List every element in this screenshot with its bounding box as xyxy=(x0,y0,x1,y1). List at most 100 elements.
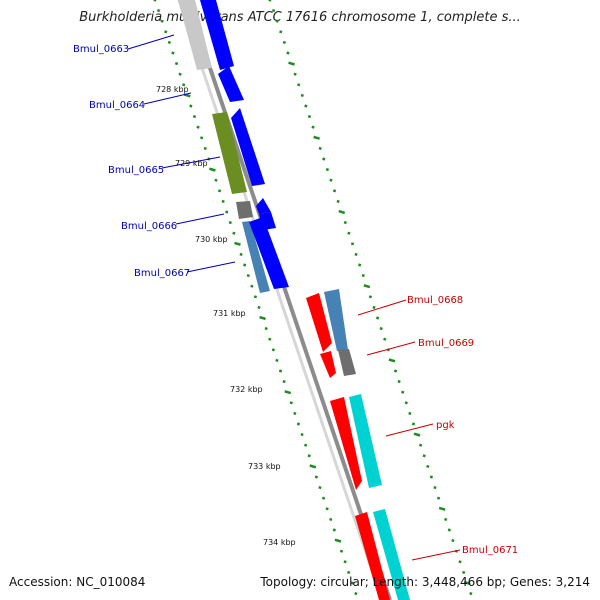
gene-label-left[interactable]: Bmul_0663 xyxy=(73,44,129,55)
scale-tick xyxy=(329,517,333,521)
gene-bmul-0663-outer-feature[interactable] xyxy=(178,0,212,70)
scale-tick xyxy=(228,221,232,225)
scale-tick xyxy=(259,315,266,321)
gene-label-right[interactable]: Bmul_0671 xyxy=(462,545,518,556)
scale-tick xyxy=(411,422,416,426)
scale-tick xyxy=(372,305,376,309)
scale-tick xyxy=(221,199,225,203)
gene-bmul-0667-outer-feature[interactable] xyxy=(242,221,270,293)
gene-bmul-0668-arrow[interactable] xyxy=(306,293,332,352)
scale-tick xyxy=(282,380,286,384)
scale-tick xyxy=(361,274,365,278)
scale-tick xyxy=(304,443,308,447)
gene-bmul-0669-arrow[interactable] xyxy=(320,351,336,378)
scale-tick xyxy=(379,327,383,331)
scale-tick xyxy=(451,539,455,543)
scale-tick xyxy=(164,30,168,34)
scale-tick xyxy=(318,146,322,150)
gene-label-left[interactable]: Bmul_0664 xyxy=(89,100,145,111)
gene-pgk-arrow[interactable] xyxy=(330,397,362,490)
scale-tick xyxy=(438,506,446,511)
scale-tick xyxy=(253,295,258,299)
scale-tick xyxy=(358,263,362,267)
scale-tick xyxy=(178,72,182,76)
scale-tick xyxy=(458,560,462,564)
scale-tick xyxy=(156,9,161,13)
scale-tick xyxy=(234,241,241,246)
gene-pgk-outer-feature[interactable] xyxy=(349,394,382,488)
scale-tick xyxy=(297,83,301,87)
scale-tick xyxy=(225,210,229,214)
gene-bmul-0665-outer-feature[interactable] xyxy=(212,112,247,194)
scale-tick xyxy=(214,178,218,182)
scale-tick xyxy=(322,157,326,161)
gene-label-left[interactable]: Bmul_0665 xyxy=(108,165,164,176)
scale-tick xyxy=(334,538,342,543)
scale-tick xyxy=(264,327,268,331)
scale-tick xyxy=(338,209,346,215)
kbp-label: 728 kbp xyxy=(156,85,189,94)
scale-tick xyxy=(171,51,175,55)
gene-bmul-0671-arrow[interactable] xyxy=(355,512,390,600)
kbp-label: 733 kbp xyxy=(248,462,281,471)
scale-tick xyxy=(329,178,333,182)
scale-tick xyxy=(339,549,344,553)
gene-bmul-0667-arrow-upper[interactable] xyxy=(259,212,276,230)
scale-tick xyxy=(200,136,204,140)
right-label-leaders xyxy=(357,299,461,561)
scale-tick xyxy=(304,104,308,108)
gene-label-right[interactable]: pgk xyxy=(436,420,455,431)
scale-tick xyxy=(397,380,401,384)
gene-bmul-0665-arrow[interactable] xyxy=(231,108,265,186)
scale-tick xyxy=(275,358,279,362)
scale-tick xyxy=(343,221,347,225)
scale-tick xyxy=(167,40,171,44)
gene-label-left[interactable]: Bmul_0666 xyxy=(121,221,177,232)
scale-tick xyxy=(209,167,216,172)
scale-tick xyxy=(232,231,236,235)
scale-tick xyxy=(332,528,336,532)
left-tick-track xyxy=(153,0,358,596)
scale-tick xyxy=(196,125,200,129)
gene-label-left[interactable]: Bmul_0667 xyxy=(134,268,190,279)
scale-tick xyxy=(271,9,276,13)
scale-tick xyxy=(271,348,275,352)
summary-text: Topology: circular; Length: 3,448,466 bp… xyxy=(260,575,590,589)
scale-tick xyxy=(332,189,337,193)
scale-tick xyxy=(300,93,304,97)
scale-tick xyxy=(203,146,207,150)
gene-bmul-0669-outer-feature[interactable] xyxy=(338,349,356,376)
scale-tick xyxy=(347,231,351,235)
right-tick-track xyxy=(268,0,473,596)
scale-tick xyxy=(325,507,329,511)
gene-bmul-0666-arrow[interactable] xyxy=(256,198,271,214)
scale-tick xyxy=(250,284,254,288)
scale-tick xyxy=(174,62,179,66)
scale-tick xyxy=(354,252,358,256)
scale-tick xyxy=(383,337,387,341)
scale-tick xyxy=(462,570,466,574)
scale-tick xyxy=(408,411,412,415)
gene-bmul-0666-outer-feature[interactable] xyxy=(236,201,253,219)
scale-tick xyxy=(436,496,441,500)
scale-tick xyxy=(311,125,315,129)
scale-tick xyxy=(189,104,193,108)
accession-text: Accession: NC_010084 xyxy=(9,575,146,589)
scale-tick xyxy=(426,464,430,468)
gene-bmul-0667-arrow[interactable] xyxy=(249,217,289,289)
gene-label-right[interactable]: Bmul_0669 xyxy=(418,338,474,349)
scale-tick xyxy=(401,390,405,394)
scale-tick xyxy=(278,369,283,373)
scale-tick xyxy=(284,390,292,395)
scale-tick xyxy=(217,189,222,193)
scale-tick xyxy=(288,61,295,66)
scale-tick xyxy=(296,422,301,426)
gene-bmul-0663-arrow[interactable] xyxy=(200,0,234,70)
scale-tick xyxy=(343,560,347,564)
gene-bmul-0664-arrow[interactable] xyxy=(218,66,244,102)
gene-label-right[interactable]: Bmul_0668 xyxy=(407,295,463,306)
gene-bmul-0668-outer-feature[interactable] xyxy=(324,289,348,351)
gene-bmul-0671-outer-feature[interactable] xyxy=(373,509,410,600)
scale-tick xyxy=(309,464,317,469)
